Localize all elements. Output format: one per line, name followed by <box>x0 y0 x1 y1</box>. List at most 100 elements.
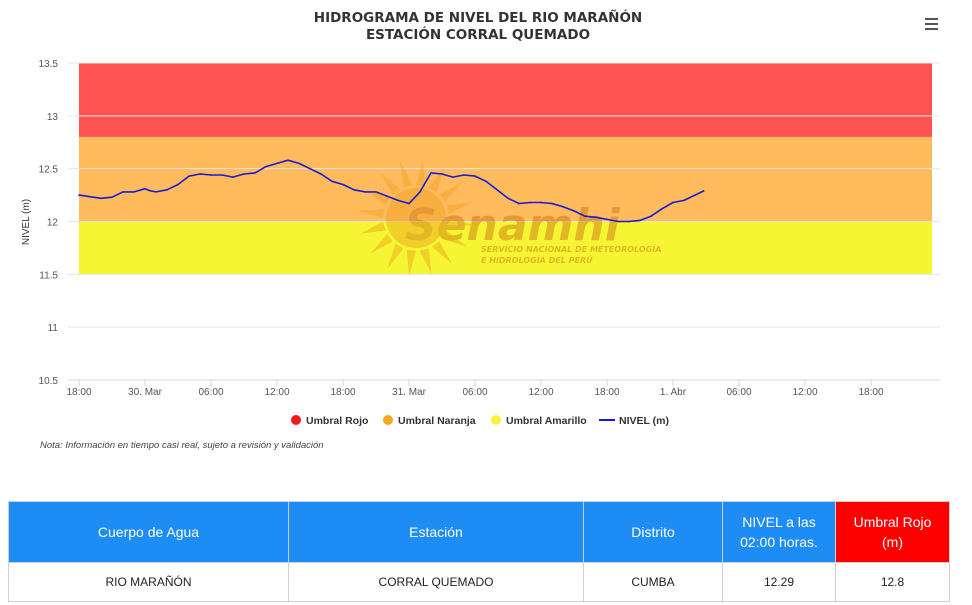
data-point <box>265 165 267 168</box>
band-1 <box>79 136 932 222</box>
x-tick-label: 18:00 <box>594 387 619 398</box>
header-level: NIVEL a las 02:00 horas. <box>722 501 836 563</box>
x-tick-label: 18:00 <box>66 387 91 398</box>
sun-ray <box>416 160 426 187</box>
y-axis-label: NIVEL (m) <box>21 199 32 245</box>
data-point <box>683 199 685 202</box>
data-point <box>177 183 179 186</box>
hamburger-icon <box>924 18 938 20</box>
sun-ray <box>365 189 391 206</box>
x-tick-label: 18:00 <box>858 387 883 398</box>
data-point <box>298 162 300 165</box>
data-point <box>232 176 234 178</box>
series-layer <box>78 159 705 223</box>
header-station: Estación <box>288 501 584 563</box>
chart-note: Nota: Información en tiempo casi real, s… <box>40 440 324 451</box>
legend-item-2[interactable]: Umbral Amarillo <box>491 415 587 427</box>
legend-item-0[interactable]: Umbral Rojo <box>291 415 368 427</box>
station-table: Cuerpo de Agua Estación Distrito NIVEL a… <box>8 501 950 602</box>
data-point <box>584 215 586 218</box>
data-point <box>122 191 124 193</box>
x-tick-label: 06:00 <box>726 387 751 398</box>
cell-level: 12.29 <box>722 562 836 602</box>
y-tick-label: 12.5 <box>39 165 59 176</box>
legend-marker <box>491 415 501 425</box>
y-tick-label: 10.5 <box>39 376 59 387</box>
x-tick-label: 12:00 <box>264 387 289 398</box>
data-point <box>100 197 102 200</box>
data-point <box>78 194 80 196</box>
data-point <box>386 195 388 197</box>
chart-title: HIDROGRAMA DE NIVEL DEL RIO MARAÑÓN ESTA… <box>0 10 956 44</box>
x-tick-label: 12:00 <box>792 387 817 398</box>
data-point <box>144 187 146 190</box>
data-point <box>694 194 696 196</box>
band-2 <box>79 221 932 275</box>
x-tick-label: 31. Mar <box>392 387 427 398</box>
data-point <box>287 159 289 162</box>
data-point <box>485 180 487 183</box>
legend-label: Umbral Rojo <box>306 415 368 427</box>
y-tick-label: 13.5 <box>39 59 59 70</box>
sun-ray <box>380 172 401 195</box>
data-point <box>452 176 454 178</box>
header-district: Distrito <box>583 501 723 563</box>
legend-label: NIVEL (m) <box>619 415 669 427</box>
data-point <box>210 174 212 176</box>
data-point <box>155 191 157 193</box>
data-point <box>463 174 465 176</box>
data-point <box>628 220 630 223</box>
data-point <box>474 175 476 177</box>
data-point <box>254 172 256 174</box>
x-tick-label: 06:00 <box>198 387 223 398</box>
header-water-body: Cuerpo de Agua <box>8 501 289 563</box>
legend-item-1[interactable]: Umbral Naranja <box>383 415 476 427</box>
data-point <box>518 202 520 205</box>
data-point <box>661 208 663 210</box>
cell-red-threshold: 12.8 <box>835 562 950 602</box>
data-point <box>650 215 652 218</box>
chart-title-line1: HIDROGRAMA DE NIVEL DEL RIO MARAÑÓN <box>313 10 643 26</box>
data-point <box>309 167 311 170</box>
legend-item-3[interactable]: NIVEL (m) <box>599 415 669 427</box>
data-point <box>529 201 531 204</box>
data-point <box>551 202 553 205</box>
watermark-line1: SERVICIO NACIONAL DE METEOROLOGÍA <box>481 243 661 254</box>
data-point <box>672 201 674 204</box>
data-point <box>430 172 432 174</box>
sun-ray <box>360 221 386 234</box>
data-point <box>617 220 619 223</box>
sun-ray <box>358 208 385 218</box>
x-tick-label: 1. Abr <box>660 387 687 398</box>
y-tick-label: 12 <box>47 218 59 229</box>
data-point <box>441 173 443 175</box>
sun-ray <box>400 162 413 188</box>
data-point <box>703 190 705 192</box>
data-point <box>331 180 333 183</box>
legend-label: Umbral Amarillo <box>506 415 587 427</box>
data-point <box>408 202 410 205</box>
series-line-nivel <box>78 159 705 223</box>
y-tick-label: 11 <box>48 323 59 334</box>
data-point <box>606 218 608 221</box>
band-0 <box>79 63 932 137</box>
x-axis: 18:00 30. Mar 06:00 12:00 18:00 31. Mar 06:00 1… <box>66 379 940 398</box>
cell-district: CUMBA <box>583 562 723 602</box>
data-point <box>397 199 399 202</box>
sun-ray <box>419 248 432 274</box>
data-point <box>353 189 355 191</box>
header-red-threshold: Umbral Rojo (m) <box>835 501 950 563</box>
data-point <box>243 173 245 175</box>
sun-ray <box>446 202 472 215</box>
data-point <box>320 173 322 175</box>
data-point <box>364 191 366 193</box>
sun-ray <box>387 243 404 269</box>
x-tick-label: 12:00 <box>528 387 553 398</box>
chart-menu-button[interactable] <box>920 12 942 34</box>
cell-water-body: RIO MARAÑÓN <box>8 562 289 602</box>
data-point <box>149 190 152 192</box>
chart-title-line2: ESTACIÓN CORRAL QUEMADO <box>365 27 591 43</box>
data-point <box>133 191 135 193</box>
y-axis: 10.5 11 11.5 12 12.5 13 13.5 <box>39 59 59 387</box>
data-point <box>276 162 278 165</box>
